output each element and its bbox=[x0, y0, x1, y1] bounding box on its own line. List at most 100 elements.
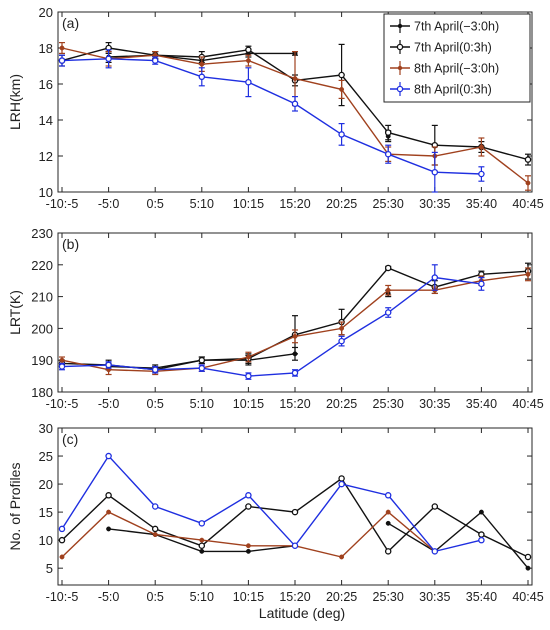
data-point bbox=[338, 131, 345, 138]
y-tick-label: 30 bbox=[39, 421, 53, 436]
data-point bbox=[478, 531, 485, 538]
data-point bbox=[291, 542, 299, 550]
data-point bbox=[199, 537, 205, 543]
data-point bbox=[245, 503, 252, 510]
data-point bbox=[245, 372, 252, 380]
panel-2: 180 190 200 210 220 230 -10:-5 -5:0 0:5 5:10 10:15… bbox=[7, 226, 544, 411]
y-tick-label: 15 bbox=[39, 505, 53, 520]
y-tick-label: 200 bbox=[31, 321, 53, 336]
panel-label: (c) bbox=[62, 431, 78, 447]
data-point bbox=[384, 492, 392, 499]
x-tick-label: 25:30 bbox=[373, 397, 404, 411]
y-tick-label: 20 bbox=[39, 5, 53, 20]
x-tick-label: 30:35 bbox=[419, 590, 450, 604]
series-4 bbox=[58, 49, 485, 193]
data-point bbox=[385, 287, 391, 293]
panel-3: 5 10 15 20 25 30 -10:-5 -5:0 0:5 5:10 10:15 15:20 20… bbox=[7, 421, 544, 604]
y-tick-label: 14 bbox=[39, 113, 53, 128]
data-point bbox=[58, 536, 66, 544]
legend-swatch-marker bbox=[396, 43, 404, 51]
data-point bbox=[245, 492, 252, 499]
series-line bbox=[61, 454, 482, 553]
data-point bbox=[431, 548, 439, 555]
y-tick-label: 18 bbox=[39, 41, 53, 56]
y-tick-label: 12 bbox=[39, 149, 53, 164]
data-point bbox=[152, 532, 158, 537]
y-tick-label: 10 bbox=[39, 533, 53, 548]
data-point bbox=[245, 58, 251, 64]
y-tick-label: 16 bbox=[39, 77, 53, 92]
panel-label: (a) bbox=[62, 15, 79, 31]
data-point bbox=[291, 508, 299, 516]
legend-label: 8th April(−3:0h) bbox=[414, 62, 499, 76]
x-tick-label: 10:15 bbox=[233, 590, 264, 604]
data-point bbox=[338, 71, 345, 79]
panel-1: 10 12 14 16 18 20 -10:-5 -5:0 0:5 5:10 10:15 15:20 2… bbox=[7, 5, 544, 211]
x-tick-label: 40:45 bbox=[512, 197, 543, 211]
data-point bbox=[524, 553, 532, 561]
x-tick-label: 20:25 bbox=[326, 197, 357, 211]
data-point bbox=[198, 542, 206, 550]
data-point bbox=[151, 366, 159, 373]
data-point bbox=[245, 543, 251, 549]
x-tick-label: 25:30 bbox=[373, 197, 404, 211]
data-point bbox=[385, 509, 391, 515]
y-axis-label: LRT(K) bbox=[7, 290, 23, 335]
y-tick-label: 180 bbox=[31, 385, 53, 400]
data-point bbox=[198, 356, 206, 364]
x-tick-label: 20:25 bbox=[326, 397, 357, 411]
legend-entry-1: 7th April(−3:0h) bbox=[390, 19, 499, 34]
y-axis-label: No. of Profiles bbox=[7, 463, 23, 551]
x-tick-label: 40:45 bbox=[512, 590, 543, 604]
data-point bbox=[198, 364, 206, 372]
x-tick-label: 10:15 bbox=[233, 397, 264, 411]
data-point bbox=[292, 76, 298, 82]
data-point bbox=[106, 509, 112, 515]
x-tick-label: -5:0 bbox=[98, 590, 120, 604]
legend-box bbox=[383, 13, 531, 103]
data-point bbox=[384, 150, 392, 158]
x-tick-label: -5:0 bbox=[98, 397, 120, 411]
data-point bbox=[431, 274, 439, 281]
series-4 bbox=[58, 264, 485, 380]
x-tick-label: 35:40 bbox=[466, 197, 497, 211]
x-tick-label: 30:35 bbox=[419, 397, 450, 411]
data-point bbox=[105, 452, 112, 460]
data-point bbox=[525, 271, 531, 277]
y-axis-label: LRH(km) bbox=[7, 74, 23, 130]
x-tick-label: 30:35 bbox=[419, 197, 450, 211]
data-point bbox=[478, 280, 485, 288]
data-point bbox=[59, 357, 65, 363]
y-tick-label: 5 bbox=[46, 561, 53, 576]
legend: 7th April(−3:0h) 7th April(0:3h) 8th April… bbox=[383, 13, 531, 103]
data-point bbox=[151, 57, 159, 64]
data-point bbox=[291, 100, 299, 108]
data-point bbox=[384, 264, 392, 272]
data-point bbox=[525, 180, 531, 186]
x-tick-label: 15:20 bbox=[279, 397, 310, 411]
x-tick-label: 5:10 bbox=[190, 197, 214, 211]
x-tick-label: 35:40 bbox=[466, 590, 497, 604]
data-point bbox=[198, 520, 206, 527]
series-2 bbox=[58, 475, 532, 561]
data-point bbox=[339, 325, 345, 331]
data-point bbox=[151, 503, 159, 510]
data-point bbox=[339, 86, 345, 92]
y-tick-label: 25 bbox=[39, 449, 53, 464]
x-tick-label: 10:15 bbox=[233, 197, 264, 211]
x-tick-label: -10:-5 bbox=[46, 197, 79, 211]
x-tick-label: 0:5 bbox=[147, 397, 164, 411]
x-tick-label: 25:30 bbox=[373, 590, 404, 604]
series-4 bbox=[58, 452, 485, 555]
data-point bbox=[385, 520, 391, 526]
data-point bbox=[245, 354, 251, 360]
data-point bbox=[524, 156, 532, 163]
data-point bbox=[198, 73, 206, 81]
x-tick-label: -10:-5 bbox=[46, 397, 79, 411]
series-line bbox=[61, 58, 482, 175]
data-point bbox=[245, 78, 252, 86]
legend-label: 7th April(−3:0h) bbox=[414, 20, 499, 34]
data-point bbox=[105, 55, 112, 63]
y-tick-label: 210 bbox=[31, 290, 53, 305]
data-point bbox=[105, 492, 112, 499]
